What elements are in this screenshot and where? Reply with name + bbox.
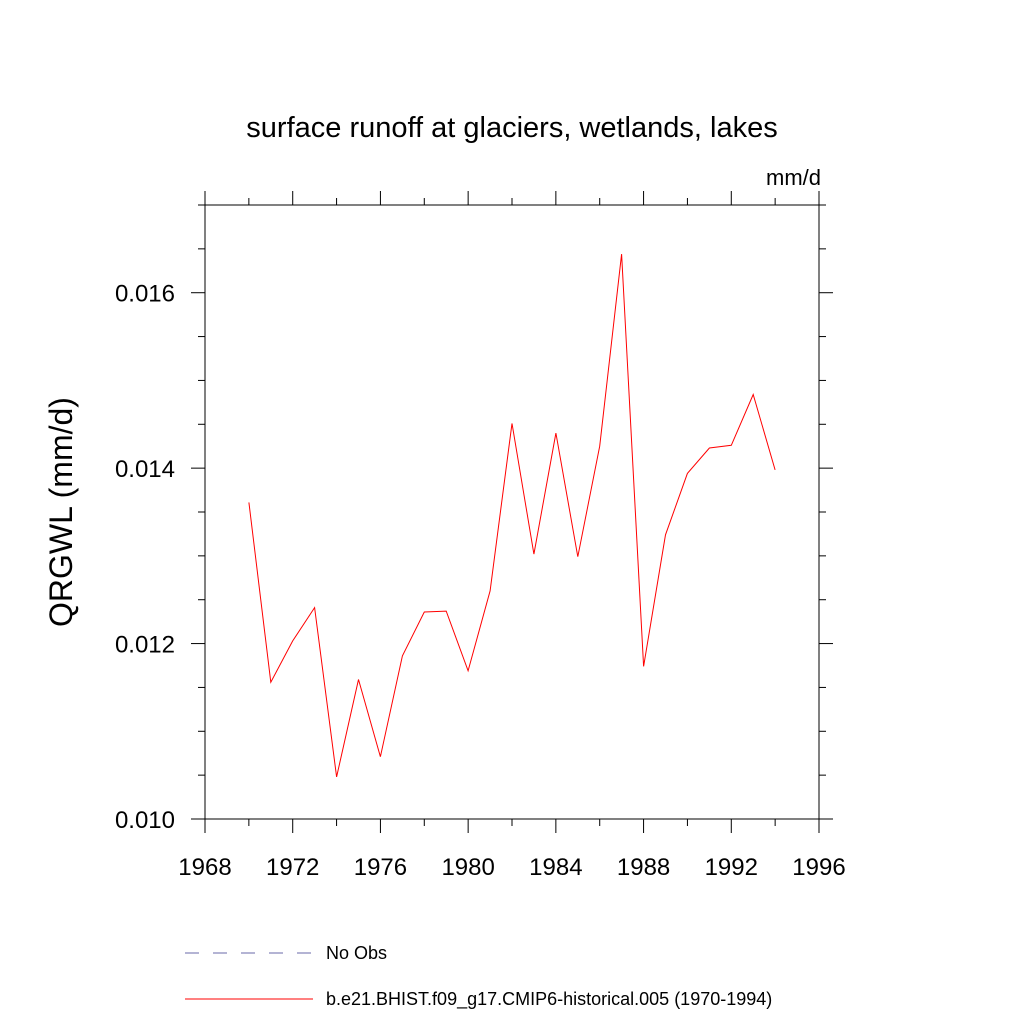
- chart-title: surface runoff at glaciers, wetlands, la…: [246, 112, 777, 144]
- tick-marks: [191, 191, 833, 833]
- legend-label-0: No Obs: [326, 943, 387, 963]
- x-tick-label: 1984: [529, 854, 582, 881]
- x-tick-label: 1992: [705, 854, 758, 881]
- x-tick-label: 1972: [266, 854, 319, 881]
- x-tick-label: 1968: [178, 854, 231, 881]
- series-line-0: [248, 254, 776, 778]
- units-label: mm/d: [766, 165, 821, 190]
- plot-frame: [204, 204, 820, 820]
- x-tick-label: 1980: [441, 854, 494, 881]
- y-tick-label: 0.012: [115, 632, 175, 659]
- y-tick-label: 0.014: [115, 456, 175, 483]
- y-tick-label: 0.016: [115, 281, 175, 308]
- x-tick-label: 1988: [617, 854, 670, 881]
- y-axis-label: QRGWL (mm/d): [43, 397, 79, 627]
- y-tick-label: 0.010: [115, 807, 175, 834]
- data-series: [248, 254, 776, 778]
- tick-labels: 1968 1972 1976 1980 1984 1988 1992 1996 0.010 0.0…: [115, 281, 846, 881]
- legend-label-1: b.e21.BHIST.f09_g17.CMIP6-historical.005…: [326, 989, 772, 1010]
- x-tick-label: 1976: [354, 854, 407, 881]
- legend: No Obs b.e21.BHIST.f09_g17.CMIP6-historic…: [185, 943, 772, 1010]
- x-tick-label: 1996: [792, 854, 845, 881]
